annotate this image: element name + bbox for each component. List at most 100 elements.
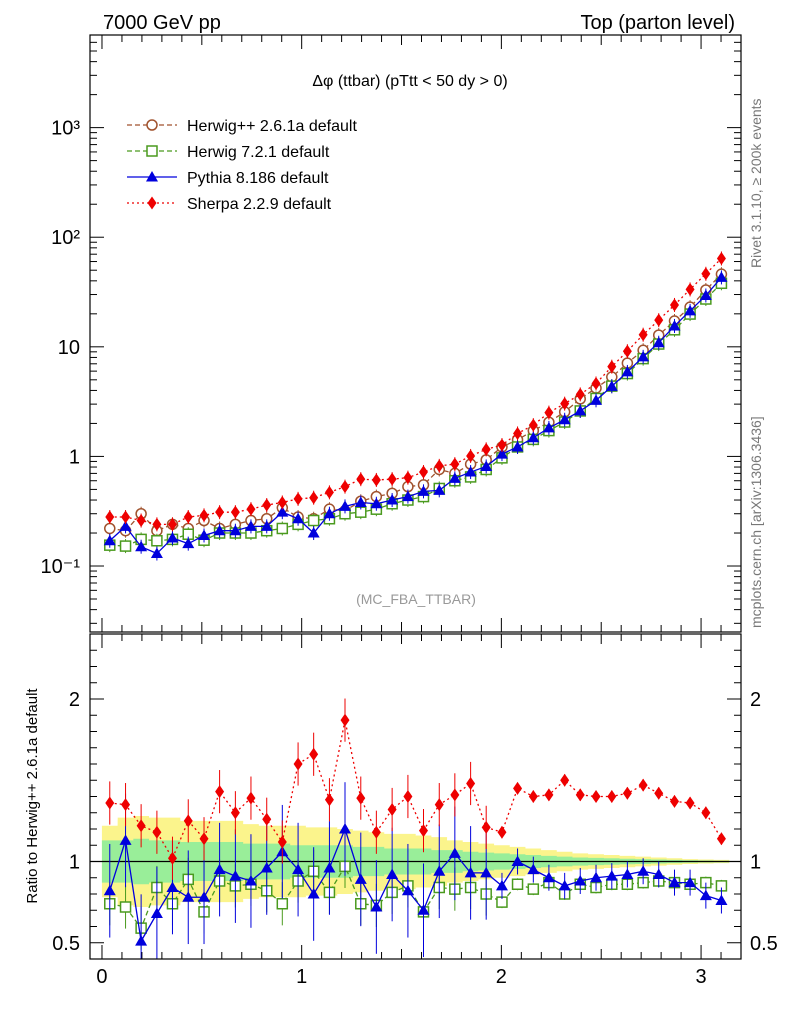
ratio-y-tick-label-right: 2	[750, 689, 761, 711]
ratio-data-point	[513, 781, 523, 795]
ratio-series-line	[109, 719, 722, 860]
ratio-data-point	[293, 757, 303, 771]
ratio-data-point	[466, 777, 476, 790]
main-data-point	[339, 500, 352, 511]
main-data-point	[701, 267, 711, 281]
main-data-point	[182, 537, 195, 549]
ratio-data-point	[277, 835, 287, 849]
ratio-data-point	[685, 796, 695, 810]
ratio-data-point	[605, 870, 618, 881]
main-data-point	[230, 505, 240, 519]
main-data-point	[448, 472, 461, 483]
ratio-data-point	[715, 894, 728, 905]
y-tick-label: 10⁻¹	[41, 556, 81, 578]
y-tick-label: 10³	[51, 118, 80, 140]
main-title: Δφ (ttbar) (pTtt < 50 dy > 0)	[312, 73, 507, 90]
main-data-point	[715, 271, 728, 282]
ratio-data-point	[371, 825, 381, 839]
main-data-point	[262, 498, 272, 512]
ratio-panel: 0.5 0.5 1 1 2 2 0 1 2 3 Ratio to Herwig++ 2.6.1a …	[24, 633, 778, 988]
ratio-data-point	[575, 788, 585, 802]
ratio-data-point	[262, 812, 272, 826]
main-data-point	[480, 460, 493, 471]
ratio-y-tick-label-right: 1	[750, 852, 761, 874]
main-data-point	[590, 394, 603, 405]
ratio-data-point	[136, 819, 146, 833]
main-data-point	[119, 520, 132, 531]
main-data-point	[591, 376, 601, 390]
ratio-data-point	[716, 832, 726, 846]
ratio-data-point	[307, 888, 320, 899]
main-data-point	[652, 336, 665, 348]
analysis-watermark: (MC_FBA_TTBAR)	[356, 591, 476, 607]
ratio-data-point	[464, 866, 477, 878]
main-data-point	[403, 471, 413, 485]
ratio-data-point	[527, 883, 540, 895]
ratio-data-point	[213, 863, 226, 875]
ratio-data-point	[544, 788, 554, 802]
ratio-y-tick-label: 1	[69, 852, 80, 874]
main-data-point	[323, 507, 336, 519]
main-data-point	[605, 380, 618, 391]
main-data-point	[544, 406, 554, 420]
main-data-point	[417, 485, 430, 496]
ratio-data-point	[638, 778, 648, 792]
ratio-data-point	[119, 834, 132, 845]
ratio-data-point	[480, 866, 493, 878]
main-data-point	[495, 448, 508, 459]
ratio-data-point	[527, 863, 540, 875]
ratio-data-point	[558, 879, 571, 891]
ratio-data-point	[574, 875, 587, 886]
legend-marker	[146, 119, 158, 131]
ratio-data-point	[434, 798, 444, 812]
main-data-point	[260, 520, 273, 531]
x-tick-label: 2	[496, 966, 507, 988]
legend-label: Herwig 7.2.1 default	[187, 144, 330, 161]
y-tick-label: 10	[58, 337, 80, 359]
ratio-data-point	[560, 773, 570, 787]
main-data-point	[150, 547, 163, 559]
legend-marker	[146, 145, 158, 157]
main-data-point	[716, 251, 726, 265]
ratio-data-point	[403, 790, 413, 803]
main-series-line	[109, 282, 722, 547]
main-data-point	[450, 457, 460, 471]
ratio-data-point	[152, 825, 162, 839]
ratio-data-point	[699, 889, 712, 901]
ratio-data-point	[119, 901, 132, 913]
x-tick-label: 0	[96, 966, 107, 988]
main-data-point	[371, 473, 381, 487]
ratio-data-point	[182, 891, 195, 902]
main-data-point	[307, 514, 320, 527]
ratio-data-point	[121, 798, 131, 812]
main-data-point	[276, 522, 289, 535]
ratio-data-point	[198, 891, 211, 902]
x-tick-label: 1	[296, 966, 307, 988]
main-frame	[89, 34, 742, 633]
rivet-version-label: Rivet 3.1.10, ≥ 200k events	[748, 98, 764, 268]
ratio-data-point	[542, 871, 555, 883]
main-data-point	[105, 510, 115, 524]
legend-label: Sherpa 2.2.9 default	[187, 196, 332, 213]
ratio-data-point	[637, 865, 650, 876]
ratio-data-point	[433, 865, 446, 876]
ratio-data-point	[339, 823, 352, 834]
main-data-point	[481, 442, 491, 456]
ratio-data-point	[387, 803, 397, 816]
main-data-point	[104, 522, 116, 535]
ratio-data-point	[590, 871, 603, 883]
main-data-point	[246, 502, 256, 516]
ratio-y-tick-label-right: 0.5	[750, 933, 778, 955]
ratio-data-point	[135, 935, 148, 946]
main-data-point	[151, 535, 163, 547]
ratio-data-point	[668, 876, 681, 888]
ratio-data-point	[354, 873, 367, 884]
ratio-data-point	[418, 824, 428, 838]
main-data-point	[103, 534, 116, 546]
ratio-data-point	[323, 862, 336, 873]
main-data-point	[121, 510, 131, 524]
ratio-data-point	[183, 814, 193, 828]
ratio-data-point	[150, 907, 163, 918]
main-data-point	[183, 510, 193, 524]
main-data-point	[607, 360, 617, 374]
